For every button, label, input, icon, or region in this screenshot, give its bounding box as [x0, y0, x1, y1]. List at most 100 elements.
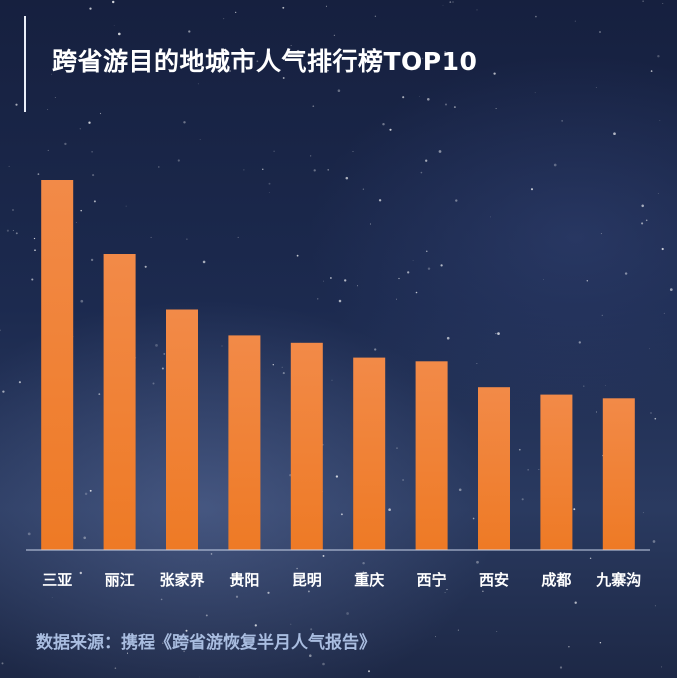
- star: [268, 182, 271, 185]
- star: [518, 448, 521, 451]
- star: [573, 508, 576, 511]
- star: [307, 590, 310, 593]
- star: [111, 0, 115, 4]
- star: [155, 344, 158, 347]
- star: [93, 200, 96, 203]
- bar-西安: [478, 387, 510, 550]
- star: [642, 512, 644, 514]
- star: [657, 54, 660, 58]
- star: [419, 96, 420, 97]
- star: [396, 298, 397, 300]
- star: [641, 222, 644, 225]
- star: [669, 288, 673, 291]
- star: [368, 670, 370, 673]
- star: [92, 174, 95, 177]
- star: [396, 447, 398, 449]
- star: [126, 652, 129, 654]
- star: [595, 411, 597, 413]
- star: [654, 605, 656, 607]
- star: [322, 554, 325, 557]
- star: [98, 393, 101, 395]
- star: [113, 25, 115, 26]
- star: [51, 597, 53, 598]
- star: [446, 336, 450, 340]
- star: [6, 229, 9, 232]
- star: [337, 89, 341, 92]
- star: [402, 96, 405, 99]
- star: [210, 553, 213, 555]
- star: [388, 508, 391, 512]
- star: [243, 169, 245, 171]
- star: [223, 18, 225, 20]
- star: [472, 517, 475, 520]
- star: [444, 103, 448, 106]
- star: [659, 120, 661, 121]
- star: [662, 3, 664, 4]
- star: [427, 98, 430, 101]
- star: [54, 97, 56, 98]
- bar-丽江: [103, 254, 136, 550]
- star: [425, 159, 428, 162]
- star: [521, 498, 524, 501]
- star: [18, 381, 21, 384]
- star: [530, 188, 534, 191]
- star: [398, 277, 400, 280]
- star: [75, 222, 77, 223]
- star: [626, 582, 629, 585]
- star: [33, 237, 36, 240]
- star: [296, 254, 299, 257]
- star: [652, 540, 656, 543]
- star: [135, 634, 138, 637]
- star: [613, 132, 616, 136]
- star: [357, 639, 358, 640]
- x-tick-label: 三亚: [42, 571, 72, 589]
- star: [91, 151, 93, 153]
- star: [37, 173, 40, 175]
- star: [12, 230, 14, 231]
- x-tick-label: 西安: [479, 571, 509, 589]
- star: [186, 238, 188, 240]
- bar-重庆: [353, 357, 386, 550]
- star: [444, 51, 446, 53]
- star: [202, 260, 206, 264]
- star: [47, 109, 49, 110]
- star: [476, 363, 478, 364]
- star: [180, 648, 181, 649]
- star: [51, 73, 53, 75]
- star: [649, 348, 650, 350]
- star: [282, 372, 285, 375]
- star: [310, 628, 313, 631]
- star: [83, 536, 86, 540]
- star: [303, 584, 306, 587]
- bar-三亚: [41, 180, 74, 550]
- star: [235, 595, 239, 598]
- star: [296, 49, 300, 53]
- star: [160, 598, 163, 601]
- star: [362, 188, 365, 190]
- star: [316, 298, 319, 300]
- star: [559, 666, 563, 669]
- star: [362, 571, 364, 573]
- star: [568, 645, 570, 648]
- x-tick-label: 昆明: [292, 571, 322, 589]
- bar-张家界: [166, 309, 198, 550]
- star: [114, 667, 117, 669]
- star: [199, 138, 201, 140]
- star: [150, 236, 152, 238]
- star: [535, 15, 537, 18]
- star: [89, 7, 92, 10]
- star: [412, 260, 414, 261]
- star: [527, 469, 529, 471]
- star: [435, 636, 436, 638]
- star: [188, 30, 191, 33]
- star: [331, 379, 333, 381]
- star: [440, 264, 443, 267]
- star: [589, 557, 592, 560]
- star: [185, 629, 188, 632]
- star: [290, 45, 292, 47]
- star: [495, 333, 497, 335]
- star: [561, 120, 563, 122]
- star: [84, 492, 88, 496]
- star: [586, 280, 589, 282]
- star: [273, 150, 275, 153]
